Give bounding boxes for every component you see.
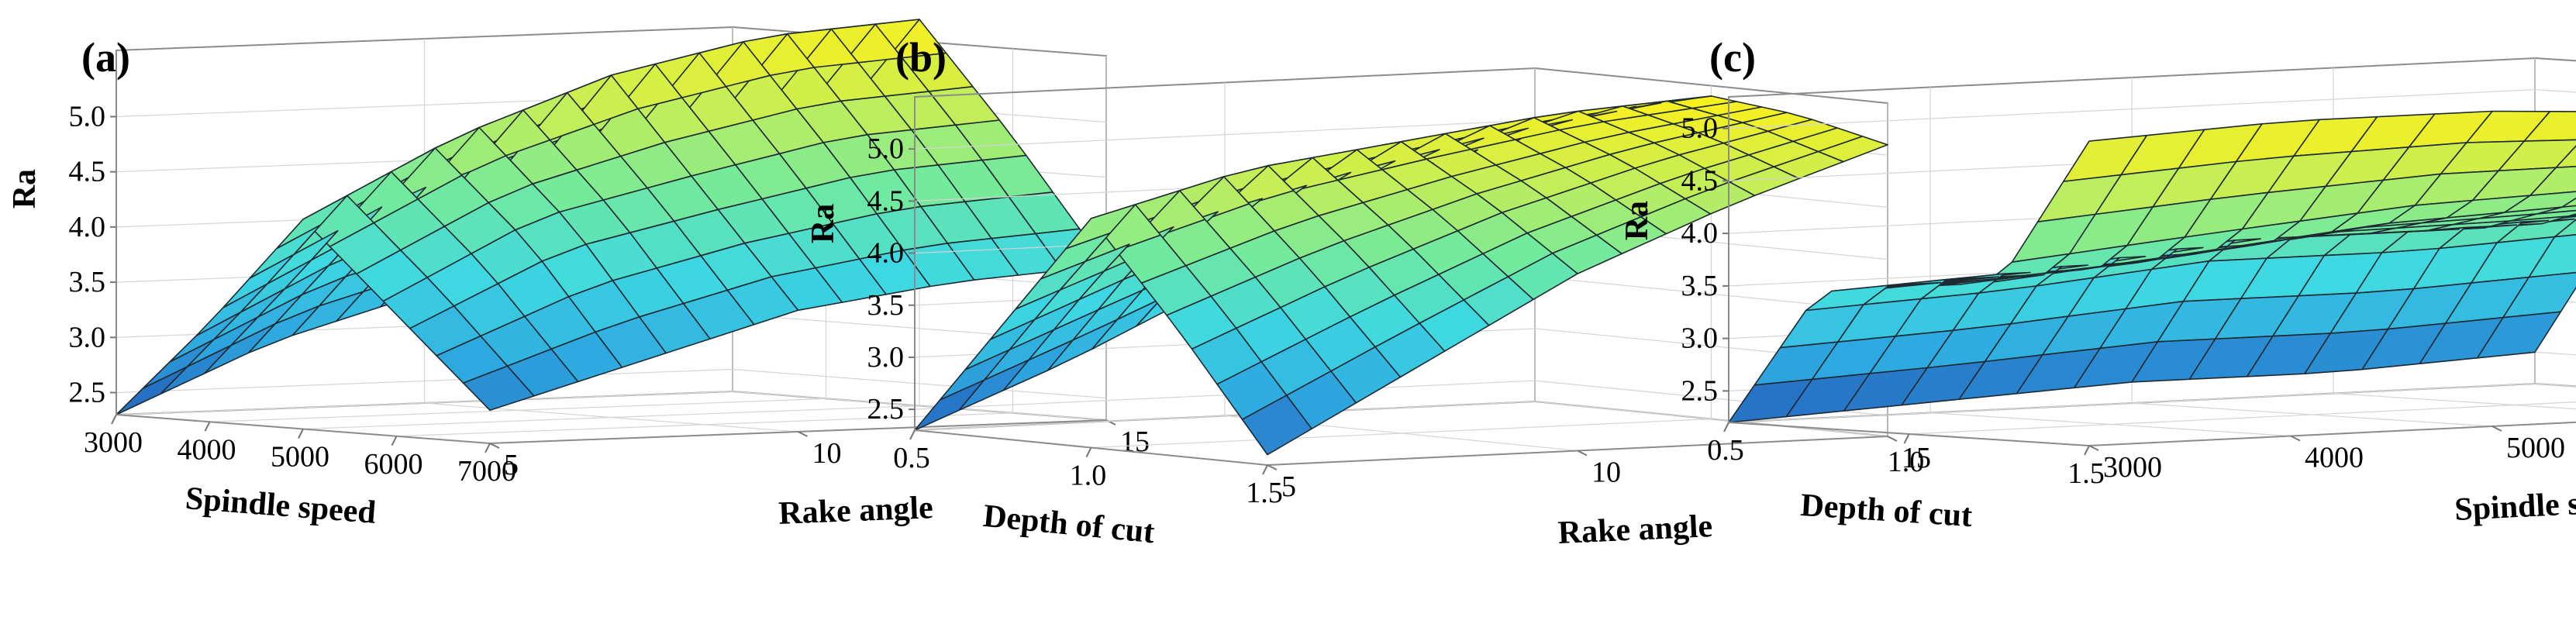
tick-labels: 2.5 3.0 3.5 4.0 4.5 5.0 0.5 1.0 1.55 10 15 (867, 133, 1932, 509)
z-axis-title: Ra (7, 169, 43, 208)
x-tick (111, 414, 117, 425)
x-tick-label: 4000 (178, 433, 236, 466)
z-axis-title: Ra (805, 204, 841, 243)
surface (116, 19, 1107, 415)
x-tick (204, 421, 211, 432)
z-tick-label: 3.5 (69, 266, 106, 298)
tick-labels: 2.53.03.54.04.55.00.51.01.53000400050006… (1681, 112, 2566, 490)
z-tick-label: 4.0 (867, 237, 905, 270)
x-tick-label: 3000 (84, 426, 143, 459)
panel-label: (c) (1709, 34, 1756, 81)
x-tick (1903, 433, 1910, 444)
z-tick-label: 5.0 (867, 133, 905, 165)
z-tick-label: 2.5 (69, 377, 106, 409)
y-tick-label: 10 (812, 437, 842, 470)
x-tick (1723, 422, 1729, 433)
surface (1728, 110, 2576, 423)
y-axis-title: Rake angle (778, 490, 933, 532)
z-tick-label: 3.0 (867, 341, 905, 374)
y-tick (1267, 464, 1278, 470)
y-tick (2492, 426, 2502, 432)
z-tick-label: 2.5 (1681, 374, 1719, 407)
x-tick (909, 429, 916, 440)
x-tick (485, 443, 491, 453)
z-tick-label: 3.0 (1681, 322, 1719, 355)
panel-label: (b) (895, 34, 947, 81)
surface (914, 95, 1888, 456)
surface-cell (1728, 378, 1813, 423)
z-tick-label: 4.0 (69, 211, 106, 243)
x-tick-label: 0.5 (1707, 434, 1744, 467)
x-tick-label: 1.5 (2067, 457, 2105, 490)
y-gridline (1929, 87, 2292, 437)
z-tick-label: 4.5 (867, 184, 905, 217)
x-tick-label: 1.0 (1070, 460, 1107, 492)
x-tick-label: 5000 (271, 441, 329, 474)
y-tick-label: 10 (1591, 457, 1621, 489)
x-tick-label: 7000 (457, 455, 516, 488)
y-tick-label: 5 (504, 449, 519, 481)
z-tick-label: 3.5 (867, 289, 905, 322)
z-tick-label: 2.5 (867, 393, 905, 426)
y-tick-label: 5 (1281, 470, 1296, 503)
x-tick-label: 1.0 (1888, 446, 1925, 478)
x-tick (298, 429, 304, 439)
y-tick (489, 443, 500, 449)
panel-c: 2.53.03.54.04.55.00.51.01.53000400050006… (1619, 34, 2576, 534)
z-tick-label: 3.0 (69, 321, 106, 353)
y-tick (798, 431, 808, 437)
surface-cell (914, 379, 985, 431)
x-tick (391, 436, 398, 446)
z-tick-label: 3.5 (1681, 270, 1719, 302)
x-tick (2084, 445, 2090, 456)
x-tick-label: 0.5 (893, 442, 930, 474)
x-tick-label: 6000 (364, 448, 423, 481)
z-tick-label: 4.5 (1681, 164, 1719, 197)
z-axis-title: Ra (1619, 201, 1655, 240)
z-tick-label: 5.0 (69, 100, 106, 133)
x-gridline (1909, 401, 2576, 435)
y-tick-label: 15 (1902, 442, 1931, 474)
y-tick-label: 5000 (2506, 432, 2565, 464)
y-tick (1577, 450, 1588, 457)
x-tick-label: 1.5 (1246, 477, 1283, 509)
y-tick (2088, 445, 2099, 451)
y-axis-title: Rake angle (1557, 508, 1713, 551)
z-tick-label: 5.0 (1681, 112, 1719, 145)
z-tick-label: 4.0 (1681, 217, 1719, 250)
y-tick-label: 3000 (2103, 451, 2162, 484)
y-tick-label: 4000 (2305, 442, 2364, 474)
z-tick-label: 4.5 (69, 156, 106, 188)
panel-b: 2.53.03.54.04.55.00.51.01.55 10 15RaDepth … (805, 34, 1931, 551)
x-tick (1085, 447, 1092, 457)
y-tick (1887, 436, 1898, 442)
x-tick (1262, 464, 1268, 475)
surface-cell (116, 366, 188, 415)
y-tick (2290, 435, 2301, 442)
panel-label: (a) (81, 34, 130, 81)
